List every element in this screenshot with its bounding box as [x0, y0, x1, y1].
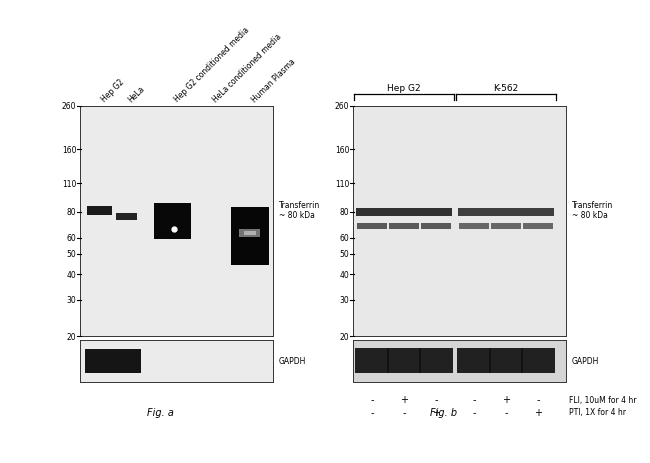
Text: 30: 30: [339, 296, 349, 305]
Text: -: -: [402, 407, 406, 417]
Text: Hep G2: Hep G2: [387, 84, 421, 93]
Text: PTI, 1X for 4 hr: PTI, 1X for 4 hr: [569, 407, 626, 417]
Text: +: +: [534, 407, 542, 417]
Text: 110: 110: [335, 179, 349, 188]
Text: 80: 80: [339, 208, 349, 217]
Text: -: -: [370, 394, 374, 405]
Text: Hep G2 conditioned media: Hep G2 conditioned media: [173, 26, 251, 104]
Text: +: +: [502, 394, 510, 405]
Text: -: -: [504, 407, 508, 417]
Text: 40: 40: [66, 270, 76, 279]
Text: 160: 160: [335, 145, 349, 155]
Text: 260: 260: [335, 102, 349, 111]
Text: +: +: [400, 394, 408, 405]
Text: HeLa conditioned media: HeLa conditioned media: [211, 32, 283, 104]
Text: K-562: K-562: [493, 84, 519, 93]
Text: 60: 60: [339, 233, 349, 243]
Text: -: -: [536, 394, 540, 405]
Text: GAPDH: GAPDH: [572, 357, 599, 366]
Text: 60: 60: [66, 233, 76, 243]
Text: 160: 160: [62, 145, 76, 155]
Text: Transferrin
~ 80 kDa: Transferrin ~ 80 kDa: [279, 200, 320, 219]
Text: Human Plasma: Human Plasma: [250, 57, 297, 104]
Text: 80: 80: [66, 208, 76, 217]
Text: -: -: [473, 407, 476, 417]
Text: 40: 40: [339, 270, 349, 279]
Text: GAPDH: GAPDH: [279, 357, 306, 366]
Text: 20: 20: [66, 332, 76, 341]
Text: 20: 20: [339, 332, 349, 341]
Text: 50: 50: [66, 250, 76, 259]
Text: -: -: [370, 407, 374, 417]
Text: 30: 30: [66, 296, 76, 305]
Text: 110: 110: [62, 179, 76, 188]
Text: Fig. b: Fig. b: [430, 407, 457, 418]
Text: 260: 260: [62, 102, 76, 111]
Text: -: -: [434, 394, 437, 405]
Text: HeLa: HeLa: [126, 84, 146, 104]
Text: FLI, 10uM for 4 hr: FLI, 10uM for 4 hr: [569, 395, 636, 404]
Text: -: -: [473, 394, 476, 405]
Text: Fig. a: Fig. a: [148, 407, 174, 418]
Text: Hep G2: Hep G2: [99, 78, 125, 104]
Text: Transferrin
~ 80 kDa: Transferrin ~ 80 kDa: [572, 200, 613, 219]
Text: +: +: [432, 407, 440, 417]
Text: 50: 50: [339, 250, 349, 259]
